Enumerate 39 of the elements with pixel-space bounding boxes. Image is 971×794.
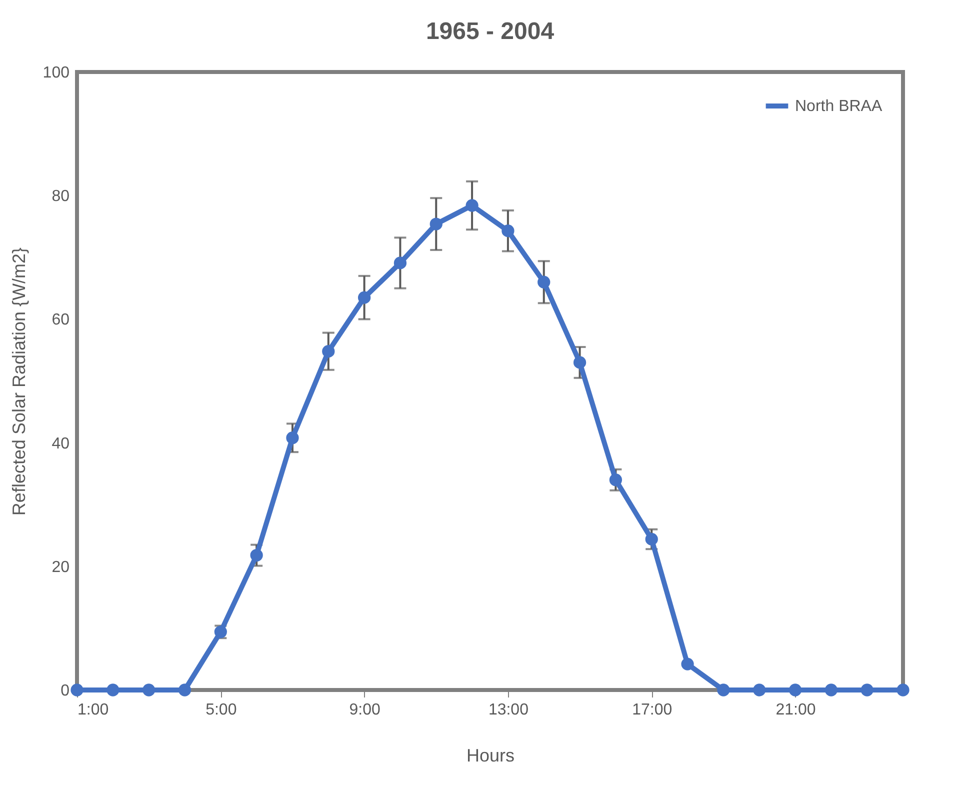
y-axis-title: Reflected Solar Radiation {W/m2} [8, 247, 29, 516]
point [394, 256, 407, 270]
point [466, 199, 478, 212]
point [609, 474, 622, 486]
x-tick-label: 5:00 [206, 702, 237, 718]
point [824, 684, 838, 696]
y-tick-label: 0 [60, 682, 70, 700]
chart-title: 1965 - 2004 [426, 18, 555, 45]
point [142, 684, 156, 696]
x-tick-label: 1:00 [78, 702, 109, 718]
y-tick-label: 80 [52, 188, 70, 206]
point [538, 276, 550, 288]
point [896, 684, 910, 696]
point [430, 218, 442, 230]
point [717, 684, 730, 696]
point [502, 224, 514, 238]
point [645, 532, 658, 546]
x-tick-label: 13:00 [488, 702, 529, 718]
point [860, 684, 874, 696]
point [250, 548, 263, 562]
point [753, 684, 766, 696]
point [681, 658, 694, 670]
y-tick-label: 60 [52, 312, 70, 329]
y-tick-label: 40 [52, 435, 70, 452]
point [788, 684, 802, 696]
y-tick-label: 100 [42, 64, 70, 82]
x-tick-label: 17:00 [632, 702, 672, 718]
legend-label: North BRAA [795, 98, 882, 115]
x-axis-title: Hours [466, 746, 515, 766]
x-tick-label: 21:00 [776, 702, 816, 718]
y-tick-label: 20 [52, 558, 70, 576]
point [178, 684, 192, 696]
point [70, 684, 84, 696]
point [573, 356, 586, 369]
point [286, 432, 299, 444]
point [322, 345, 335, 358]
point [358, 291, 371, 304]
x-tick-label: 9:00 [349, 702, 380, 718]
point [106, 684, 120, 696]
